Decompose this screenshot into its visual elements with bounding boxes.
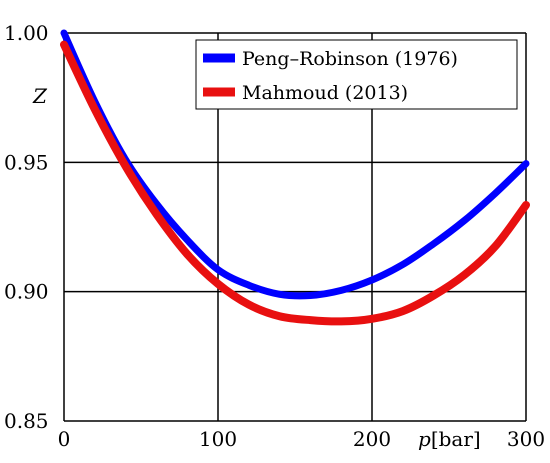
data-point	[246, 302, 252, 308]
data-point	[215, 267, 221, 273]
legend: Peng–Robinson (1976) Mahmoud (2013)	[195, 39, 518, 110]
x-axis-label-var: p	[418, 427, 431, 451]
data-point	[492, 190, 498, 196]
series-2	[60, 40, 530, 326]
y-axis-label: Z	[32, 84, 48, 108]
data-point	[369, 277, 375, 283]
legend-label: Peng–Robinson (1976)	[242, 48, 458, 70]
data-point	[92, 106, 98, 112]
data-point	[307, 293, 313, 299]
data-point	[153, 211, 159, 217]
x-tick-label: 100	[199, 427, 237, 451]
legend-entry: Peng–Robinson (1976)	[203, 48, 458, 70]
data-point	[246, 282, 252, 288]
data-point	[400, 308, 406, 314]
data-point	[184, 251, 190, 257]
y-tick-label: 0.85	[4, 409, 49, 433]
data-point	[338, 287, 344, 293]
y-tick-label: 1.00	[4, 21, 49, 45]
x-axis-label-unit: [bar]	[431, 427, 481, 451]
data-point	[431, 293, 437, 299]
y-tick-label: 0.90	[4, 280, 49, 304]
x-axis-label: p[bar]	[418, 427, 481, 451]
legend-label: Mahmoud (2013)	[242, 82, 408, 104]
data-point	[523, 202, 529, 208]
data-point	[61, 42, 67, 48]
data-point	[184, 237, 190, 243]
series-line	[60, 40, 530, 326]
data-point	[369, 316, 375, 322]
tick-labels: 0 100 200 300 0.85 0.90 0.95 1.00	[4, 21, 545, 451]
x-tick-label: 200	[353, 427, 391, 451]
x-tick-label: 300	[507, 427, 545, 451]
data-point	[461, 218, 467, 224]
y-tick-label: 0.95	[4, 150, 49, 174]
data-point	[523, 161, 529, 167]
data-point	[61, 30, 67, 36]
data-point	[431, 241, 437, 247]
data-point	[307, 317, 313, 323]
y-axis-label-text: Z	[32, 84, 48, 108]
legend-box	[195, 39, 518, 110]
series-layer	[60, 29, 530, 326]
data-point	[338, 318, 344, 324]
data-point	[277, 291, 283, 297]
x-tick-label: 0	[58, 427, 71, 451]
data-point	[400, 262, 406, 268]
data-point	[277, 313, 283, 319]
data-point	[461, 272, 467, 278]
x-axis-label-text: p[bar]	[418, 427, 481, 451]
legend-entry: Mahmoud (2013)	[203, 82, 408, 104]
data-point	[215, 281, 221, 287]
data-point	[153, 201, 159, 207]
data-point	[123, 163, 129, 169]
data-point	[492, 243, 498, 249]
